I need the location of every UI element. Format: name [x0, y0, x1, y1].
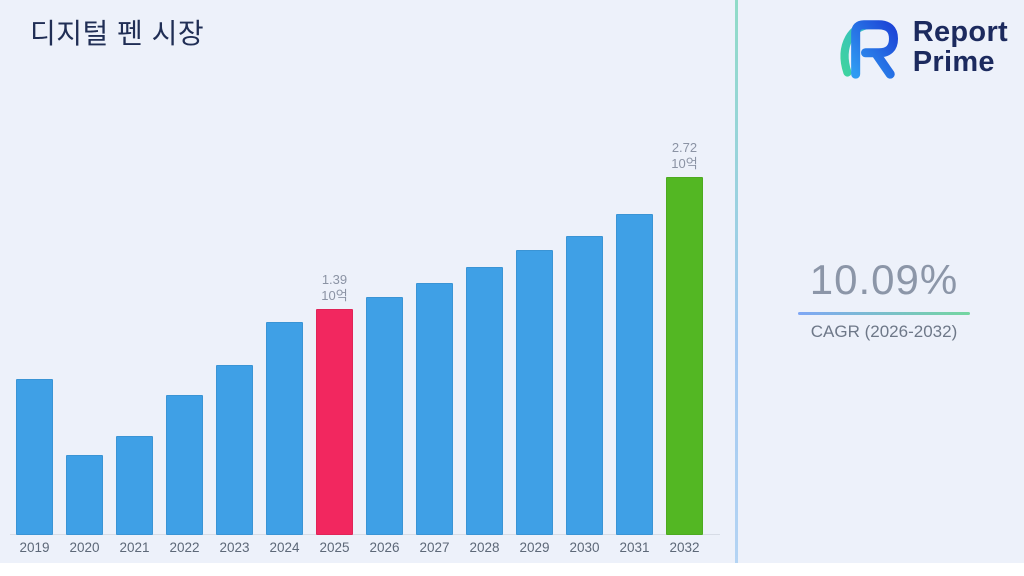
bar-column: 2022	[166, 124, 203, 560]
logo-text-report: Report	[912, 16, 1008, 48]
axis-baseline	[10, 534, 720, 535]
bar-2025	[316, 309, 353, 535]
bar-column: 2028	[466, 124, 503, 560]
logo-icon	[840, 20, 898, 79]
bar-2031	[616, 214, 653, 535]
bar-2026	[366, 297, 403, 535]
bar-2020	[66, 455, 103, 535]
bar-column: 1.39 10억 2025	[316, 124, 353, 560]
bar-column: 2026	[366, 124, 403, 560]
bar-column: 2030	[566, 124, 603, 560]
x-tick-label: 2032	[669, 540, 700, 555]
bar-2032	[666, 177, 703, 535]
bar-2027	[416, 283, 453, 535]
logo-text-prime: Prime	[912, 46, 995, 78]
bar-annotation: 1.39 10억	[321, 272, 348, 303]
x-tick-label: 2019	[19, 540, 50, 555]
bar-column: 2031	[616, 124, 653, 560]
x-tick-label: 2025	[319, 540, 350, 555]
bar-column: 2029	[516, 124, 553, 560]
x-tick-label: 2026	[369, 540, 400, 555]
bar-chart: 2019 2020 2021 2022 2023 2024 1.39 10억 2025 2026 2…	[10, 124, 724, 560]
bar-2028	[466, 267, 503, 535]
x-tick-label: 2022	[169, 540, 200, 555]
x-tick-label: 2027	[419, 540, 450, 555]
page-title: 디지털 펜 시장	[30, 18, 205, 49]
bar-column: 2023	[216, 124, 253, 560]
vertical-divider	[735, 0, 738, 576]
bar-column: 2020	[66, 124, 103, 560]
x-tick-label: 2024	[269, 540, 300, 555]
bar-chart-bars: 2019 2020 2021 2022 2023 2024 1.39 10억 2025 2026 2…	[16, 124, 724, 560]
x-tick-label: 2023	[219, 540, 250, 555]
bar-annotation: 2.72 10억	[671, 140, 698, 171]
x-tick-label: 2020	[69, 540, 100, 555]
x-tick-label: 2021	[119, 540, 150, 555]
x-tick-label: 2028	[469, 540, 500, 555]
bar-2022	[166, 395, 203, 535]
bar-2019	[16, 379, 53, 535]
bar-2023	[216, 365, 253, 535]
bar-column: 2019	[16, 124, 53, 560]
x-tick-label: 2029	[519, 540, 550, 555]
bar-2024	[266, 322, 303, 535]
bar-2021	[116, 436, 153, 535]
bar-column: 2024	[266, 124, 303, 560]
cagr-label: CAGR (2026-2032)	[810, 322, 958, 341]
x-tick-label: 2031	[619, 540, 650, 555]
logo-text: Report Prime	[913, 17, 1008, 77]
bottom-strip	[0, 563, 1024, 576]
cagr-value: 10.09%	[809, 256, 959, 303]
cagr-underline	[798, 312, 970, 315]
bar-2029	[516, 250, 553, 535]
bar-2030	[566, 236, 603, 535]
cagr-block: 10.09% CAGR (2026-2032)	[756, 256, 1012, 342]
x-tick-label: 2030	[569, 540, 600, 555]
bar-column: 2027	[416, 124, 453, 560]
bar-column: 2021	[116, 124, 153, 560]
bar-column: 2.72 10억 2032	[666, 124, 703, 560]
report-prime-logo: Report Prime	[831, 10, 1008, 84]
